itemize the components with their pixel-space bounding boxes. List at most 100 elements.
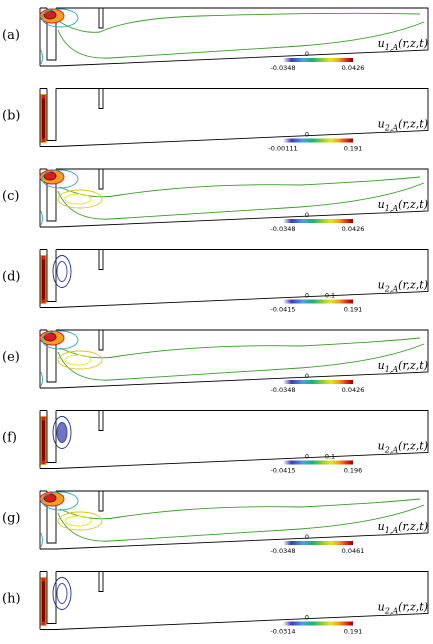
colorbar-gradient — [283, 380, 353, 384]
contour-line — [41, 330, 79, 350]
vortex-center — [43, 10, 57, 20]
colorbar: -0.0415 0.191 0 0.1 — [270, 292, 362, 314]
colorbar-gradient — [283, 219, 353, 223]
variable-label: u1,A(r,z,t) — [378, 37, 428, 52]
panel-c: (c) -0.0348 0.0426 0 u1,A(r,z,t) — [2, 168, 429, 233]
colorbar-zero: 0 — [305, 533, 309, 541]
colorbar-max: 0.191 — [344, 306, 363, 314]
colorbar: -0.0415 0.196 0 0.1 — [270, 453, 362, 475]
panel-label: (b) — [2, 109, 20, 124]
contour-line — [57, 511, 103, 531]
colorbar-gradient — [283, 541, 353, 545]
panel-label: (h) — [2, 592, 21, 607]
contour-line — [41, 8, 79, 28]
contour-line — [56, 422, 68, 443]
domain-outline — [39, 88, 429, 147]
panel-label: (c) — [2, 189, 19, 204]
colorbar-min: -0.00111 — [268, 145, 297, 153]
contour-line — [57, 182, 425, 220]
contour-line — [57, 343, 425, 381]
domain-outline — [39, 490, 429, 550]
contours — [39, 169, 425, 226]
colorbar-min: -0.0314 — [270, 628, 295, 636]
colorbar-min: -0.0415 — [270, 306, 295, 314]
colorbar-max: 0.196 — [344, 467, 363, 475]
colorbar-zero: 0 — [305, 292, 309, 300]
contours — [39, 8, 425, 65]
colorbar-zero: 0 — [305, 50, 309, 58]
colorbar-zero: 0 — [305, 211, 309, 219]
colorbar: -0.0348 0.0426 0 — [270, 211, 364, 233]
colorbar-zero: 0 — [305, 614, 309, 622]
colorbar-gradient — [283, 58, 353, 62]
panel-h: (h) -0.0314 0.191 0 u2,A(r,z,t) — [2, 571, 429, 636]
swirl-center — [42, 420, 45, 461]
contour-line — [40, 210, 43, 226]
panel-d: (d) -0.0415 0.191 0 0.1 u2,A(r,z,t) — [2, 249, 429, 314]
swirl-center — [42, 98, 45, 139]
vortex-center — [43, 493, 57, 503]
contour-line — [64, 354, 92, 366]
colorbar-zero: 0 — [305, 453, 309, 461]
contour-line — [56, 261, 68, 282]
variable-label: u1,A(r,z,t) — [378, 359, 428, 374]
panel-label: (e) — [2, 350, 20, 365]
colorbar-zero: 0 — [305, 372, 309, 380]
domain-outline — [39, 410, 429, 469]
panel-label: (f) — [2, 431, 17, 446]
colorbar-min: -0.0415 — [270, 467, 295, 475]
contour-line — [41, 169, 79, 189]
colorbar-max: 0.0426 — [342, 64, 365, 72]
panel-label: (a) — [2, 28, 20, 43]
contour-line — [40, 532, 43, 548]
contour-line — [59, 12, 421, 33]
colorbar-max: 0.191 — [344, 628, 363, 636]
contour-line — [59, 498, 421, 520]
contour-line — [57, 350, 103, 370]
colorbar-gradient — [283, 299, 353, 304]
panel-e: (e) -0.0348 0.0426 0 u1,A(r,z,t) — [2, 329, 429, 394]
contour-line — [64, 193, 92, 205]
variable-label: u2,A(r,z,t) — [378, 279, 428, 294]
contour-line — [52, 416, 72, 449]
contours — [40, 577, 72, 626]
colorbar: -0.0314 0.191 0 — [270, 614, 362, 636]
contour-line — [52, 577, 72, 610]
contour-line — [57, 189, 103, 209]
colorbar-gradient — [283, 138, 353, 143]
contours — [40, 416, 72, 465]
colorbar-min: -0.0348 — [270, 225, 295, 233]
colorbar: -0.0348 0.0426 0 — [270, 372, 364, 394]
variable-label: u2,A(r,z,t) — [378, 440, 428, 455]
colorbar-min: -0.0348 — [270, 386, 295, 394]
swirl-center — [42, 259, 45, 300]
variable-label: u1,A(r,z,t) — [378, 198, 428, 213]
colorbar-mid: 0.1 — [325, 453, 335, 461]
contour-line — [57, 504, 425, 542]
colorbar: -0.0348 0.0426 0 — [270, 50, 364, 72]
contours — [39, 330, 425, 387]
contours — [39, 491, 425, 548]
contour-line — [64, 515, 92, 527]
contour-line — [59, 337, 421, 359]
domain-outline — [39, 7, 429, 67]
colorbar-max: 0.0426 — [342, 225, 365, 233]
colorbar: -0.00111 0.191 0 — [268, 131, 362, 153]
colorbar-max: 0.0461 — [342, 547, 365, 555]
colorbar-mid: 0.1 — [325, 292, 335, 300]
vortex-center — [43, 171, 57, 181]
contour-line — [57, 21, 425, 59]
colorbar-gradient — [283, 460, 353, 465]
colorbar-max: 0.0426 — [342, 386, 365, 394]
panel-b: (b) -0.00111 0.191 0 u2,A(r,z,t) — [2, 88, 429, 153]
panel-label: (d) — [2, 270, 20, 285]
panel-a: (a) -0.0348 0.0426 0 u1,A(r,z,t) — [2, 7, 429, 72]
contour-line — [40, 371, 43, 387]
colorbar-min: -0.0348 — [270, 64, 295, 72]
contours — [40, 94, 47, 143]
variable-label: u2,A(r,z,t) — [378, 118, 428, 133]
variable-label: u1,A(r,z,t) — [378, 520, 428, 535]
contour-line — [52, 255, 72, 288]
colorbar-gradient — [283, 621, 353, 626]
variable-label: u2,A(r,z,t) — [378, 601, 428, 616]
